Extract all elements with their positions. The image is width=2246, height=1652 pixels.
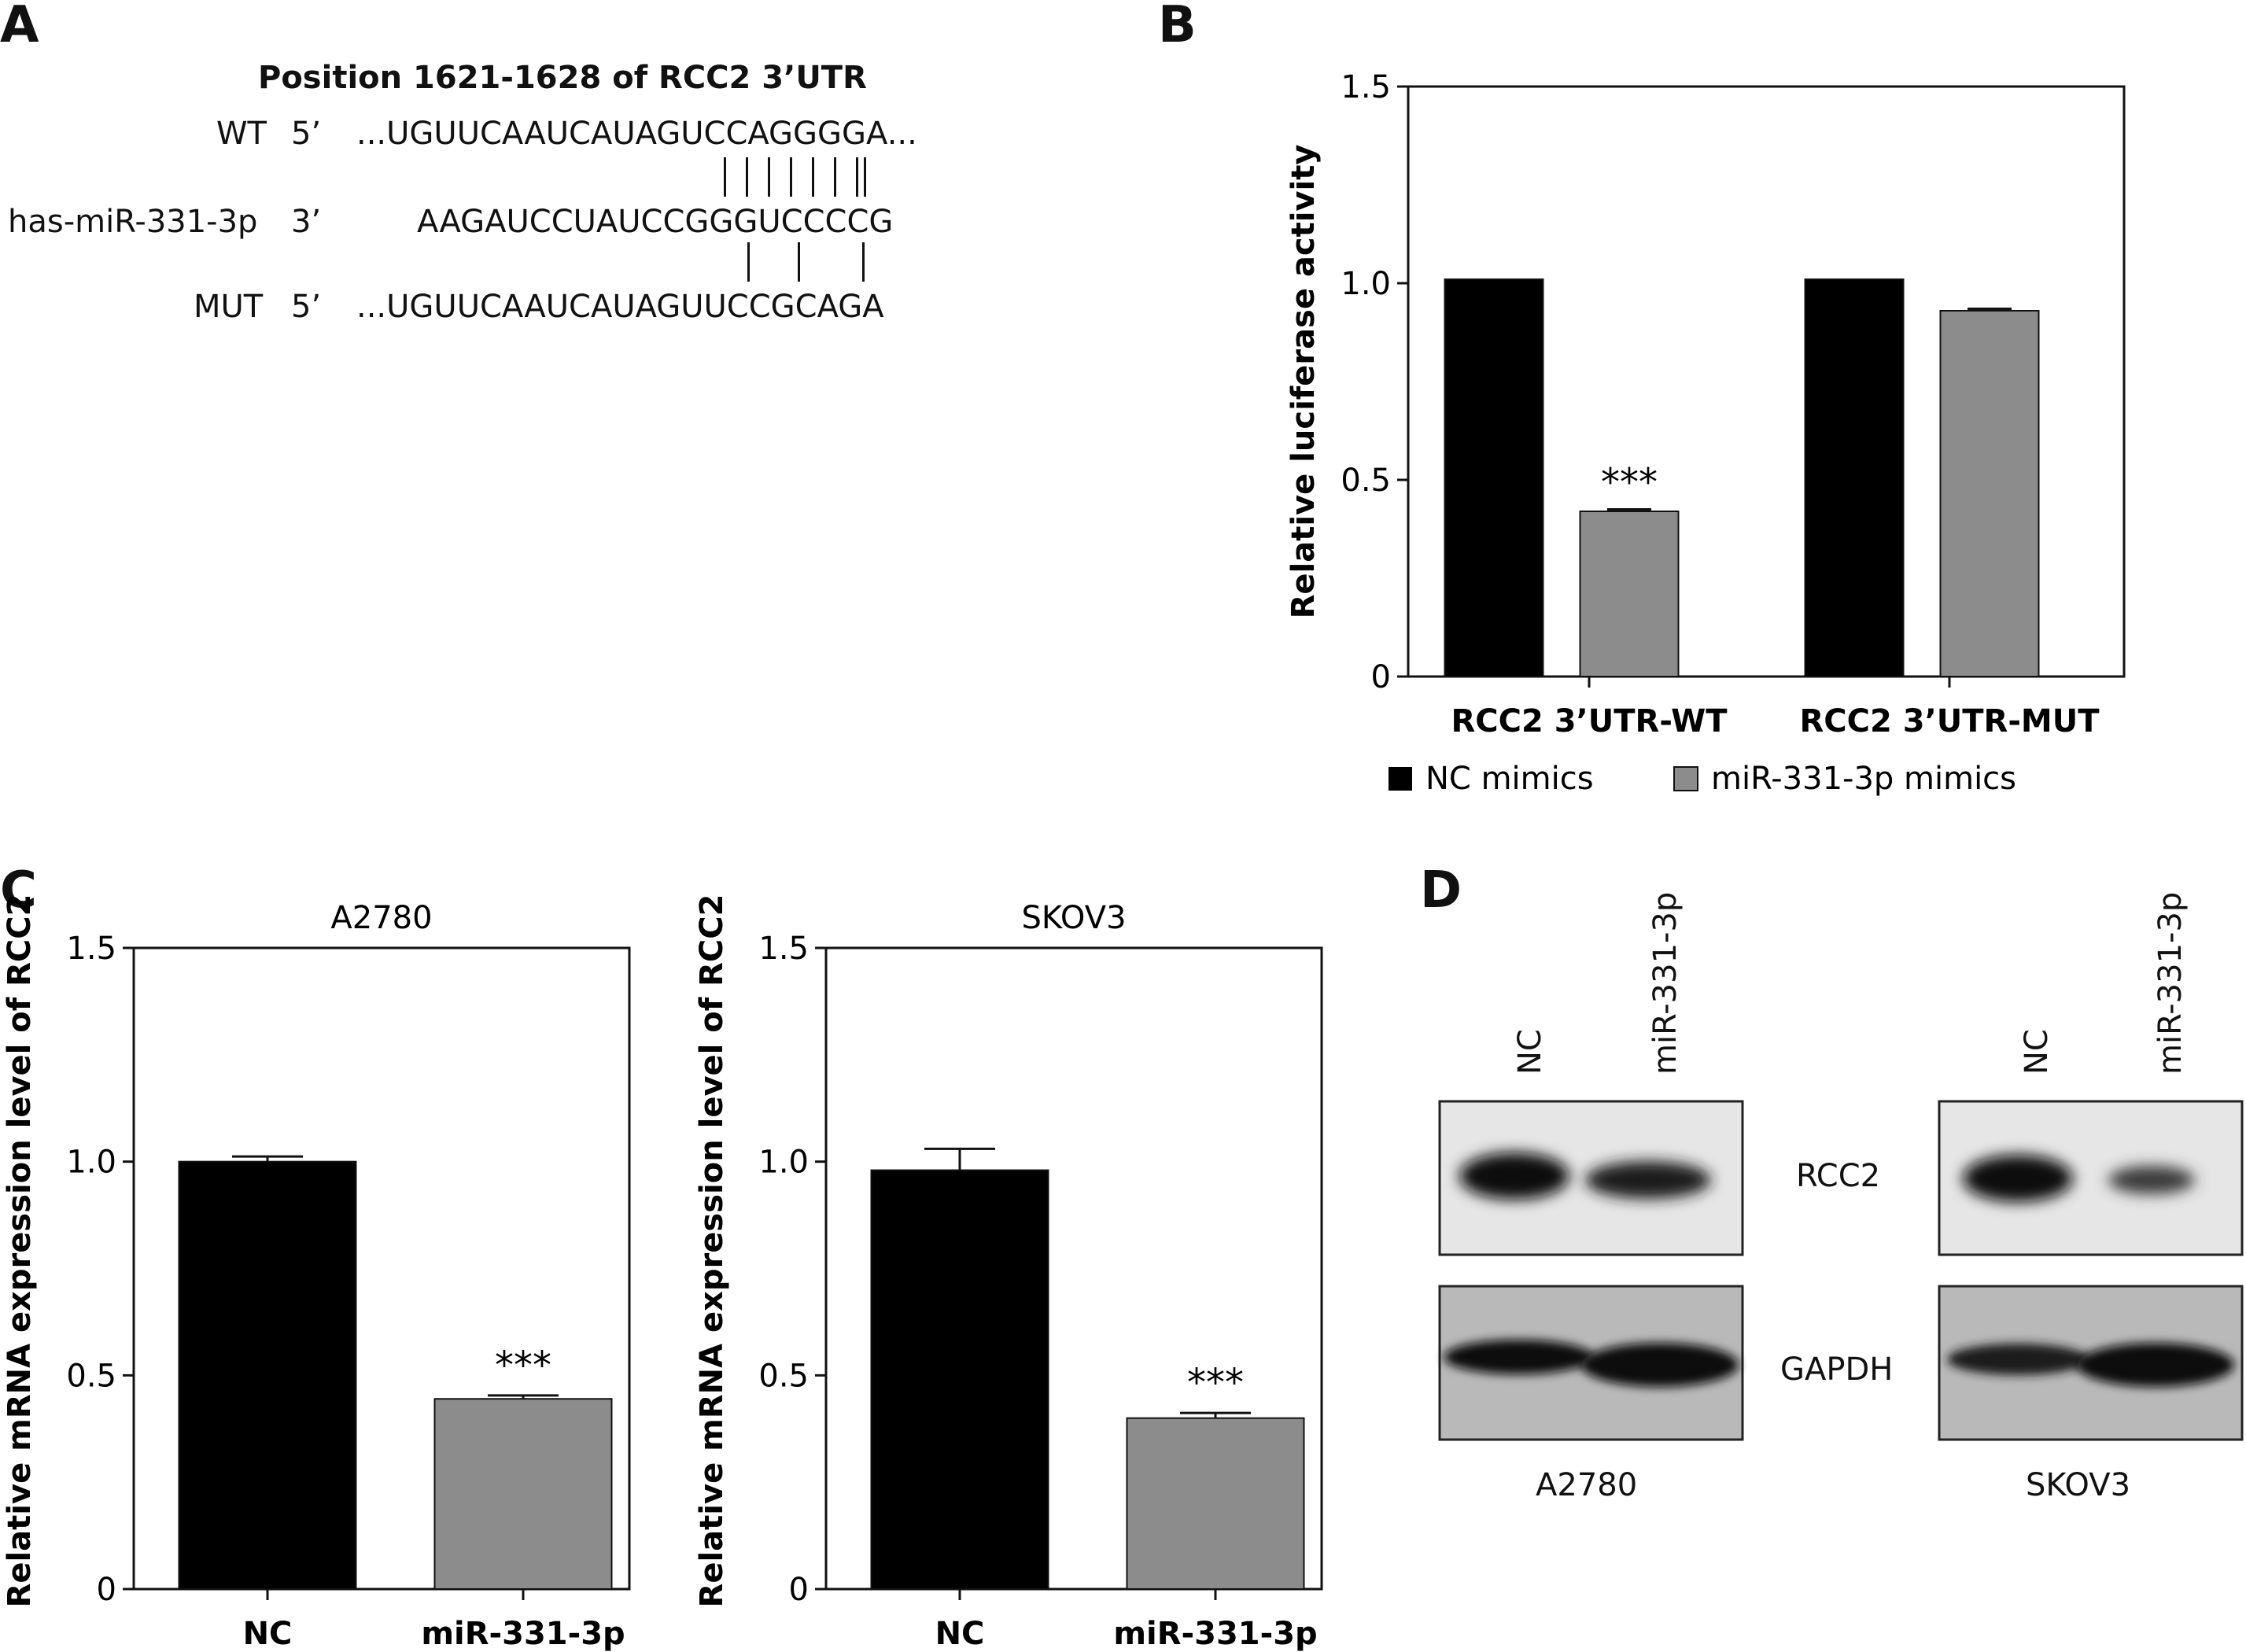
luciferase-bar-chart: Relative luciferase activity 00.51.01.5 … xyxy=(1285,69,2126,797)
band-nc xyxy=(1459,1152,1569,1200)
band-nc xyxy=(1963,1155,2073,1202)
y-tick-label: 0.5 xyxy=(66,1358,116,1394)
legend-swatch-mir xyxy=(1673,766,1698,791)
legend-label-nc: NC mimics xyxy=(1425,761,1594,797)
x-ticks: RCC2 3’UTR-WT RCC2 3’UTR-MUT xyxy=(1451,677,2100,739)
bar xyxy=(1939,310,2040,677)
band-mir xyxy=(1581,1343,1739,1387)
protein-label-rcc2: RCC2 xyxy=(1796,1158,1881,1194)
y-tick-label: 1.0 xyxy=(1341,266,1391,302)
pair-line xyxy=(864,157,866,197)
bar xyxy=(1579,511,1680,677)
mut-sequence: ...UGUUCAAUCAUAGUUCCGCAGA xyxy=(356,289,884,325)
y-ticks: 0 0.5 1.0 1.5 xyxy=(758,931,826,1608)
band-nc xyxy=(1947,1344,2089,1375)
mirna-sequence: AAGAUCCUAUCCGGGUCCCCG xyxy=(417,204,894,240)
chart-title: SKOV3 xyxy=(1021,900,1126,936)
y-tick-label: 0.5 xyxy=(758,1358,809,1394)
band-mir xyxy=(2108,1166,2195,1194)
blot-skov3-rcc2 xyxy=(1938,1100,2244,1256)
pair-line xyxy=(862,242,865,282)
y-tick-label: 1.0 xyxy=(66,1145,116,1181)
pair-line xyxy=(746,157,748,197)
bars: *** xyxy=(1444,278,2040,677)
x-tick-label: NC xyxy=(935,1616,985,1652)
y-axis-label: Relative mRNA expression level of RCC2 xyxy=(694,894,730,1608)
blot-a2780-gapdh xyxy=(1438,1285,1744,1441)
band-mir xyxy=(1585,1161,1711,1199)
pair-line xyxy=(798,242,800,282)
y-ticks: 0 0.5 1.0 1.5 xyxy=(66,931,134,1608)
a2780-bar-chart: A2780 Relative mRNA expression level of … xyxy=(2,894,631,1652)
x-tick-label: RCC2 3’UTR-MUT xyxy=(1799,703,2100,739)
x-ticks: NC miR-331-3p xyxy=(243,1589,625,1652)
bars: *** xyxy=(870,1147,1305,1591)
y-tick-label: 0 xyxy=(789,1572,809,1608)
pair-line xyxy=(856,157,858,197)
blot-skov3-gapdh xyxy=(1938,1285,2244,1441)
skov3-bar-chart: SKOV3 Relative mRNA expression level of … xyxy=(694,894,1323,1652)
y-tick-label: 0.5 xyxy=(1341,463,1391,499)
lane-label-mir-skov3: miR-331-3p xyxy=(2152,891,2189,1075)
significance-label: *** xyxy=(1601,461,1658,505)
y-tick-label: 1.0 xyxy=(758,1145,809,1181)
band-nc xyxy=(1444,1340,1593,1374)
pair-line xyxy=(768,157,770,197)
pair-line xyxy=(724,157,726,197)
bar xyxy=(178,1160,357,1590)
alignment-title: Position 1621-1628 of RCC2 3’UTR xyxy=(258,60,867,96)
lane-label-nc-skov3: NC xyxy=(2019,1029,2055,1075)
mut-end: 5’ xyxy=(291,289,322,325)
bar xyxy=(1126,1417,1305,1591)
y-tick-label: 1.5 xyxy=(1341,69,1391,105)
plot-frame xyxy=(1407,85,2126,678)
wt-sequence: ...UGUUCAAUCAUAGUCCAGGGGA... xyxy=(356,116,917,152)
pair-line xyxy=(834,157,836,197)
x-tick-label: NC xyxy=(243,1616,293,1652)
mirna-end: 3’ xyxy=(291,204,322,240)
pair-line xyxy=(812,157,814,197)
lane-label-nc-a2780: NC xyxy=(1512,1029,1548,1075)
y-tick-label: 0 xyxy=(1371,659,1391,695)
bar xyxy=(1444,278,1544,677)
bar xyxy=(1804,278,1905,677)
plot-frame xyxy=(824,946,1323,1591)
pair-line xyxy=(790,157,792,197)
mut-label: MUT xyxy=(194,289,264,325)
mirna-label: has-miR-331-3p xyxy=(8,204,258,240)
band-mir xyxy=(2077,1343,2234,1387)
panel-label-a: A xyxy=(0,0,39,54)
blot-a2780-rcc2 xyxy=(1438,1100,1744,1256)
significance-label: *** xyxy=(495,1344,551,1388)
wt-end: 5’ xyxy=(291,116,322,152)
bar xyxy=(433,1398,613,1591)
pair-line xyxy=(747,242,750,282)
legend-swatch-nc xyxy=(1389,767,1412,791)
y-axis-label: Relative mRNA expression level of RCC2 xyxy=(2,894,38,1608)
bar xyxy=(870,1169,1049,1590)
legend-label-mir: miR-331-3p mimics xyxy=(1711,761,2016,797)
wt-label: WT xyxy=(216,116,267,152)
x-tick-label: miR-331-3p xyxy=(421,1616,625,1652)
cell-label-a2780: A2780 xyxy=(1536,1467,1638,1503)
significance-label: *** xyxy=(1187,1361,1244,1405)
plot-frame xyxy=(132,946,631,1591)
panel-label-b: B xyxy=(1158,0,1197,54)
y-axis-label: Relative luciferase activity xyxy=(1285,145,1322,619)
panel-label-c: C xyxy=(0,861,37,920)
cell-label-skov3: SKOV3 xyxy=(2026,1467,2131,1503)
y-ticks: 0 0.5 1.0 1.5 xyxy=(1341,69,1408,695)
y-tick-label: 0 xyxy=(97,1572,116,1608)
blot-images xyxy=(1438,1100,2244,1441)
bars: *** xyxy=(178,1155,613,1591)
lane-label-mir-a2780: miR-331-3p xyxy=(1647,891,1684,1075)
chart-title: A2780 xyxy=(330,900,432,936)
x-tick-label: miR-331-3p xyxy=(1113,1616,1317,1652)
y-tick-label: 1.5 xyxy=(66,931,116,967)
protein-label-gapdh: GAPDH xyxy=(1780,1351,1894,1388)
x-tick-label: RCC2 3’UTR-WT xyxy=(1451,703,1728,739)
panel-label-d: D xyxy=(1420,861,1462,920)
x-ticks: NC miR-331-3p xyxy=(935,1589,1318,1652)
y-tick-label: 1.5 xyxy=(758,931,809,967)
